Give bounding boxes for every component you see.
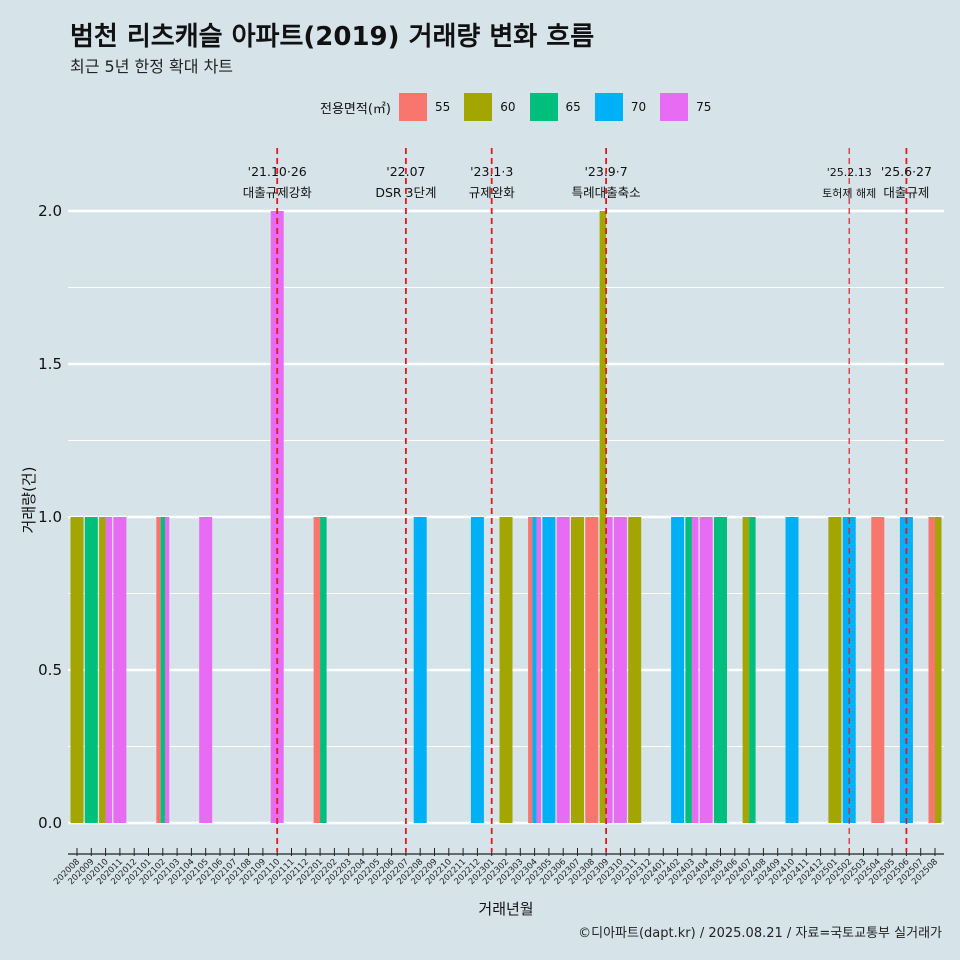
bar-202501-60 <box>828 517 842 823</box>
event-label: 토허제 해제 <box>822 186 876 200</box>
bar-202504-55 <box>871 517 885 823</box>
event-date-label: '21.10·26 <box>248 164 307 179</box>
bar-202310-75 <box>613 517 627 823</box>
bar-202304-75 <box>536 517 542 823</box>
y-tick-label: 1.5 <box>38 355 62 373</box>
bar-202311-60 <box>628 517 642 823</box>
bar-202407-60 <box>742 517 750 823</box>
event-date-label: '23.9·7 <box>584 164 627 179</box>
bar-202307-60 <box>571 517 584 823</box>
bar-202201-65 <box>320 517 327 823</box>
bar-202010-60 <box>99 517 106 823</box>
bar-202508-55 <box>928 517 935 823</box>
source-caption: ©디아파트(dapt.kr) / 2025.08.21 / 자료=국토교통부 실… <box>578 926 942 941</box>
bar-202407-65 <box>749 517 756 823</box>
bar-202212-70 <box>470 517 484 823</box>
bar-202305-70 <box>542 517 556 823</box>
chart-subtitle: 최근 5년 한정 확대 차트 <box>70 57 234 76</box>
bar-202008-60 <box>70 517 84 823</box>
legend-item-75: 75 <box>660 93 711 121</box>
legend-key-60 <box>464 93 493 121</box>
bar-202404-75 <box>699 517 713 823</box>
bar-202304-70 <box>532 517 537 823</box>
legend-key-75 <box>660 93 689 121</box>
bar-202102-55 <box>156 517 161 823</box>
legend-key-65 <box>529 93 558 121</box>
bar-202308-55 <box>585 517 599 823</box>
bar-202105-75 <box>199 517 213 823</box>
bar-202403-65 <box>685 517 692 823</box>
legend-title: 전용면적(㎡) <box>320 101 391 117</box>
bar-202102-75 <box>164 517 170 823</box>
event-date-label: '25.2.13 <box>827 166 872 179</box>
legend-item-55: 55 <box>398 93 451 121</box>
legend-label-75: 75 <box>696 100 712 114</box>
bar-202402-70 <box>671 517 685 823</box>
legend-item-70: 70 <box>594 93 647 121</box>
event-date-label: '22.07 <box>386 164 425 179</box>
bar-202011-75 <box>113 517 127 823</box>
bar-202405-65 <box>714 517 727 823</box>
chart-title: 범천 리츠캐슬 아파트(2019) 거래량 변화 흐름 <box>70 22 595 52</box>
y-tick-label: 2.0 <box>38 202 62 220</box>
event-label: 규제완화 <box>469 185 516 200</box>
event-label: DSR 3단계 <box>375 185 436 200</box>
y-tick-label: 0.0 <box>38 814 62 832</box>
y-tick-label: 0.5 <box>38 661 62 679</box>
legend-item-60: 60 <box>464 93 516 121</box>
legend-item-65: 65 <box>529 93 581 121</box>
legend-label-60: 60 <box>500 100 516 114</box>
bar-202110-75 <box>270 211 284 823</box>
event-label: 대출규제 <box>883 185 929 200</box>
bar-202309-60 <box>599 211 607 823</box>
event-date-label: '25.6·27 <box>881 164 932 179</box>
bar-202309-75 <box>606 517 613 823</box>
event-date-label: '23.1·3 <box>470 164 513 179</box>
bar-202201-55 <box>313 517 321 823</box>
y-tick-label: 1.0 <box>38 508 62 526</box>
legend-label-65: 65 <box>565 100 581 114</box>
bar-202009-65 <box>84 517 98 823</box>
bar-202410-70 <box>785 517 799 823</box>
bar-202306-75 <box>556 517 570 823</box>
bar-202208-70 <box>413 517 427 823</box>
bar-202403-75 <box>691 517 699 823</box>
legend-key-70 <box>594 93 623 121</box>
legend: 전용면적(㎡) 55 60 65 70 75 <box>320 92 725 122</box>
bar-202304-55 <box>528 517 533 823</box>
bar-202508-60 <box>935 517 942 823</box>
legend-label-55: 55 <box>434 100 451 114</box>
x-axis-title: 거래년월 <box>478 900 533 918</box>
bar-202302-60 <box>499 517 513 823</box>
legend-label-70: 70 <box>630 100 647 114</box>
event-label: 대출규제강화 <box>243 185 313 200</box>
y-axis-title: 거래량(건) <box>20 467 38 534</box>
bar-202010-75 <box>105 517 113 823</box>
legend-key-55 <box>398 93 427 121</box>
event-label: 특례대출축소 <box>572 185 641 200</box>
bar-202102-65 <box>160 517 165 823</box>
